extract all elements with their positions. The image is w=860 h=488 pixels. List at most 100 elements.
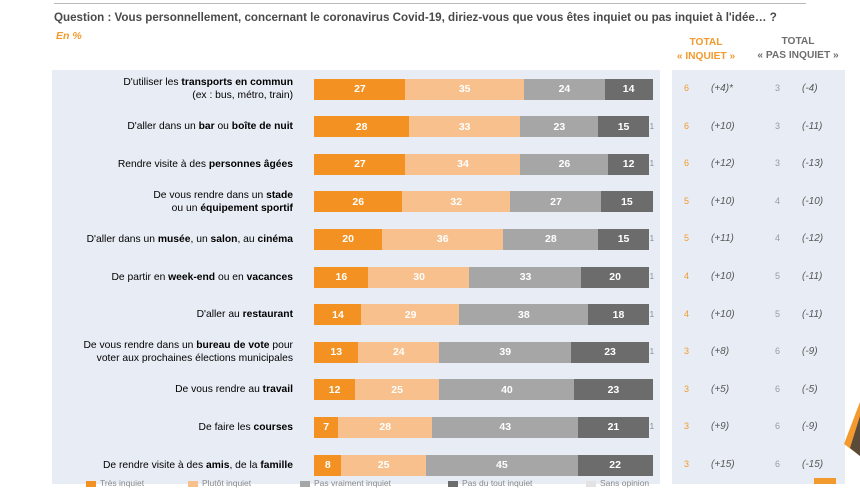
row-label: D'utiliser les transports en commun (ex :… [56, 76, 293, 102]
row-label-text: De rendre visite à des [102, 459, 206, 471]
bar-segment-pas-du-tout-inquiet: 15 [597, 228, 650, 250]
bar-segment-tres-inquiet: 13 [314, 341, 359, 363]
total-pas-inquiet-header-line2: « PAS INQUIET » [757, 50, 839, 61]
row-label-line: De faire les courses [56, 421, 293, 434]
bar-segment-sans-opinion: 1 [649, 121, 655, 131]
decorative-corner-block [814, 478, 836, 484]
row-label: D'aller dans un musée, un salon, au ciné… [56, 233, 293, 246]
top-divider [54, 3, 806, 4]
total-inquiet-header-line2: « INQUIET » [676, 51, 736, 62]
bar-segment-plutot-inquiet: 32 [401, 191, 511, 213]
row-label-text: pour [269, 340, 293, 352]
row-label-text: cinéma [257, 233, 294, 245]
bar-segment-pas-vraiment-inquiet: 40 [439, 379, 575, 401]
legend-label: Sans opinion [600, 478, 650, 488]
bar-segment-tres-inquiet: 12 [314, 379, 356, 401]
bar-segment-pas-vraiment-inquiet: 43 [432, 416, 579, 438]
row-label-text: bureau de vote [196, 340, 270, 352]
row-label-line: De vous rendre au travail [56, 383, 293, 396]
row-label-line: voter aux prochaines élections municipal… [56, 352, 293, 365]
row-label-text: bar [198, 121, 215, 133]
bar-segment-pas-vraiment-inquiet: 45 [425, 454, 579, 476]
legend-item: Plutôt inquiet [188, 478, 251, 488]
bar-segment-pas-du-tout-inquiet: 12 [608, 153, 650, 175]
bar-segment-plutot-inquiet: 30 [368, 266, 471, 288]
bar-segment-pas-du-tout-inquiet: 23 [574, 379, 653, 401]
row-label-line: Rendre visite à des personnes âgées [56, 158, 293, 171]
bar-segment-pas-du-tout-inquiet: 15 [597, 116, 650, 138]
row-label-text: boîte de nuit [231, 121, 293, 133]
row-label-line: De vous rendre dans un bureau de vote po… [56, 339, 294, 352]
bar-segment-tres-inquiet: 8 [314, 454, 342, 476]
total-inquiet-diff: (+9) [711, 421, 730, 433]
total-inquiet-value: 6 [684, 83, 690, 93]
bar-segment-pas-vraiment-inquiet: 38 [459, 304, 589, 326]
bar-segment-plutot-inquiet: 35 [405, 78, 525, 100]
total-pas-inquiet-diff: (-9) [802, 421, 818, 433]
total-pas-inquiet-value: 5 [775, 308, 781, 319]
total-inquiet-value: 6 [684, 158, 690, 169]
row-label-text: travail [262, 384, 293, 396]
unit-label: En % [56, 30, 82, 42]
row-label-text: ou [214, 121, 232, 133]
total-pas-inquiet-diff: (-15) [802, 459, 824, 470]
row-label: Rendre visite à des personnes âgées [56, 158, 293, 171]
row-label-text: amis [205, 459, 230, 471]
total-inquiet-diff: (+10) [711, 271, 735, 282]
bar-segment-pas-du-tout-inquiet: 23 [570, 341, 650, 363]
bar-segment-plutot-inquiet: 25 [341, 454, 427, 476]
bar-segment-pas-vraiment-inquiet: 26 [520, 153, 609, 175]
row-label-text: , au [237, 233, 258, 245]
bar-segment-tres-inquiet: 26 [314, 191, 403, 213]
total-pas-inquiet-diff: (-13) [802, 158, 824, 170]
row-label-text: personnes âgées [208, 158, 293, 170]
total-inquiet-diff: (+10) [711, 120, 735, 132]
row-label: De vous rendre au travail [56, 383, 293, 396]
row-label-text: vacances [246, 271, 293, 283]
legend-item: Sans opinion [586, 478, 649, 488]
legend-label: Pas du tout inquiet [462, 478, 533, 488]
total-inquiet-diff: (+15) [711, 459, 735, 470]
total-pas-inquiet-value: 4 [775, 233, 781, 244]
total-inquiet-diff: (+11) [711, 233, 734, 245]
bar-segment-sans-opinion: 1 [649, 309, 655, 319]
row-label-text: équipement sportif [200, 202, 293, 214]
total-pas-inquiet-diff: (-11) [802, 308, 823, 320]
row-label: D'aller au restaurant [56, 308, 293, 321]
total-pas-inquiet-diff: (-10) [802, 195, 824, 207]
bar-segment-sans-opinion: 1 [649, 159, 655, 169]
row-label: De partir en week-end ou en vacances [56, 271, 294, 284]
row-label: De rendre visite à des amis, de la famil… [56, 459, 293, 472]
row-label-line: ou un équipement sportif [56, 202, 293, 215]
totals-background [672, 70, 845, 484]
total-inquiet-value: 3 [684, 421, 690, 432]
row-label-line: D'utiliser les transports en commun [56, 76, 293, 89]
total-inquiet-value: 3 [684, 346, 690, 357]
row-label: De vous rendre dans un bureau de vote po… [56, 339, 294, 365]
bar-segment-pas-du-tout-inquiet: 22 [577, 454, 653, 476]
bar-segment-pas-du-tout-inquiet: 20 [581, 266, 650, 288]
total-inquiet-value: 4 [684, 271, 690, 281]
bar-segment-tres-inquiet: 14 [314, 304, 362, 326]
row-label-text: restaurant [242, 309, 293, 321]
bar-segment-tres-inquiet: 28 [314, 116, 410, 138]
row-label-text: De faire les [198, 421, 254, 433]
bar-segment-tres-inquiet: 27 [314, 78, 406, 100]
total-pas-inquiet-diff: (-9) [802, 346, 818, 358]
row-label-text: courses [253, 421, 294, 433]
total-pas-inquiet-diff: (-11) [802, 120, 823, 132]
row-label-text: ou en [215, 271, 247, 283]
row-label-text: De vous rendre au [175, 384, 263, 396]
total-inquiet-diff: (+12) [711, 158, 735, 170]
row-label-text: (ex : bus, métro, train) [192, 90, 293, 101]
total-inquiet-value: 4 [684, 308, 690, 319]
bar-segment-sans-opinion: 1 [649, 272, 655, 281]
question-title: Question : Vous personnellement, concern… [54, 11, 777, 24]
row-label-text: ou un [171, 202, 201, 214]
bar-segment-tres-inquiet: 27 [314, 153, 406, 175]
legend-label: Très inquiet [100, 478, 145, 488]
row-label-text: transports en commun [181, 77, 293, 88]
row-label-text: D'aller dans un [127, 121, 199, 133]
bar-segment-plutot-inquiet: 28 [337, 416, 433, 438]
total-inquiet-value: 6 [684, 120, 690, 131]
